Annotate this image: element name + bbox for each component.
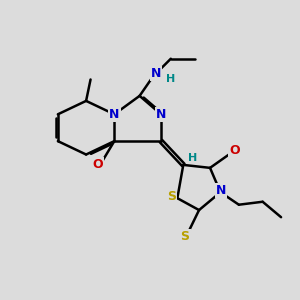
Text: H: H [166,74,175,84]
Text: S: S [181,230,190,243]
Text: N: N [156,108,166,121]
Text: N: N [151,67,161,80]
Text: O: O [230,144,240,157]
Text: H: H [188,153,197,164]
Text: O: O [92,158,103,171]
Text: N: N [216,184,226,197]
Text: S: S [167,190,176,203]
Text: N: N [109,108,119,121]
